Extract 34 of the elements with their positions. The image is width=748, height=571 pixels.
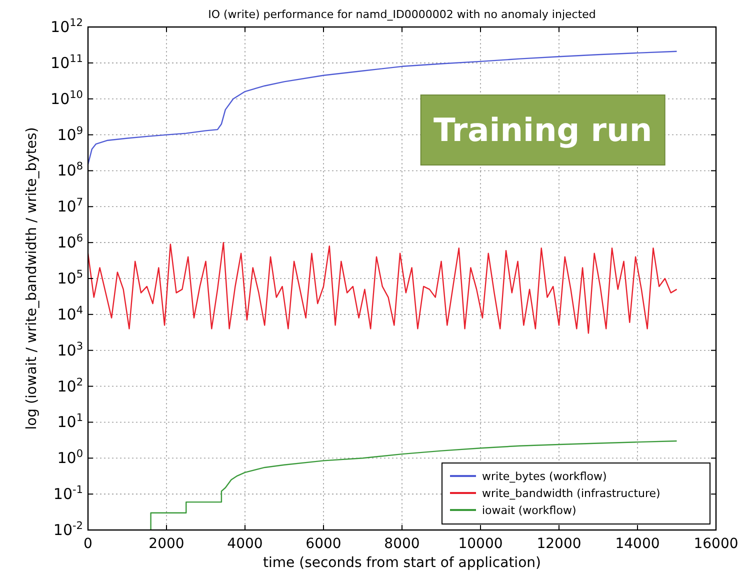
y-tick-label: 10$^{3}$ — [57, 340, 83, 360]
line-series — [88, 242, 678, 334]
x-tick-label: 8000 — [384, 536, 420, 552]
y-tick-label: 10$^{1}$ — [57, 412, 83, 432]
y-tick-label: 10$^{4}$ — [57, 304, 84, 324]
y-tick-label: 10$^{7}$ — [57, 196, 83, 216]
legend-label: iowait (workflow) — [482, 504, 576, 517]
y-tick-label: 10$^{0}$ — [57, 448, 83, 468]
y-tick-label: 10$^{8}$ — [57, 160, 83, 180]
x-tick-label: 0 — [84, 536, 92, 552]
y-tick-label: 10$^{2}$ — [57, 376, 83, 396]
x-axis-title: time (seconds from start of application) — [263, 555, 541, 571]
legend-label: write_bytes (workflow) — [482, 470, 607, 483]
y-tick-label: 10$^{11}$ — [50, 52, 83, 72]
y-tick-label: 10$^{9}$ — [57, 124, 83, 144]
x-tick-label: 6000 — [306, 536, 342, 552]
x-tick-label: 10000 — [458, 536, 503, 552]
annotation: Training run — [434, 111, 652, 149]
x-tick-label: 2000 — [148, 536, 184, 552]
y-tick-label: 10$^{-1}$ — [53, 484, 83, 504]
y-tick-label: 10$^{12}$ — [50, 17, 83, 36]
y-tick-label: 10$^{-2}$ — [53, 520, 83, 539]
chart-title: IO (write) performance for namd_ID0000002 with no anomaly injected — [208, 8, 596, 21]
line-series — [150, 440, 678, 530]
line-series — [88, 50, 678, 165]
y-axis-title: log (iowait / write_bandwidth / write_bytes) — [24, 127, 40, 430]
y-tick-label: 10$^{10}$ — [50, 88, 83, 108]
x-tick-label: 14000 — [615, 536, 660, 552]
x-tick-label: 4000 — [227, 536, 263, 552]
x-tick-label: 12000 — [536, 536, 582, 552]
y-tick-label: 10$^{6}$ — [57, 232, 84, 252]
x-tick-label: 16000 — [694, 536, 738, 552]
legend-label: write_bandwidth (infrastructure) — [482, 487, 660, 500]
y-tick-label: 10$^{5}$ — [57, 268, 83, 288]
